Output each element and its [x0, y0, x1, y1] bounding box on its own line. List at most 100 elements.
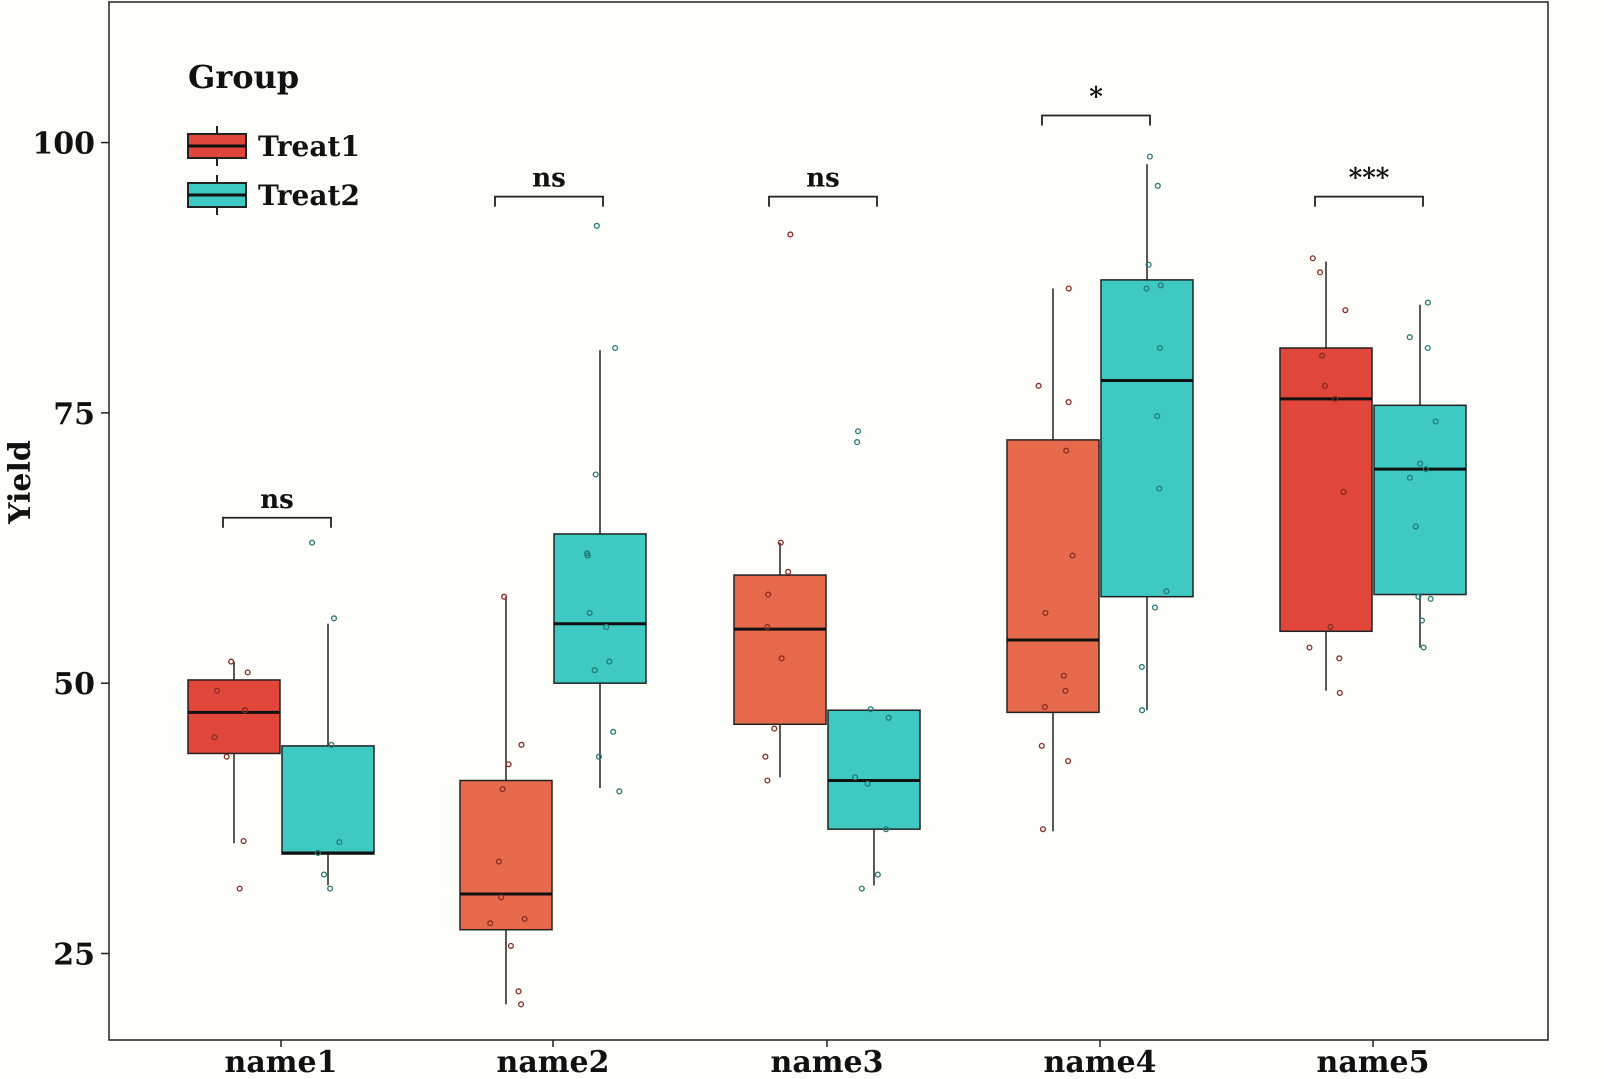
significance-bracket: [222, 516, 332, 528]
legend-title: Group: [188, 58, 299, 96]
data-point: [864, 780, 871, 787]
data-point: [1427, 595, 1434, 602]
data-point: [1156, 344, 1163, 352]
significance-label: ns: [532, 164, 566, 194]
data-point: [1039, 826, 1047, 833]
x-tick-label: name2: [497, 1045, 610, 1079]
data-point: [1412, 523, 1419, 530]
significance-name5: ***: [1314, 164, 1424, 207]
x-tick-label: name3: [771, 1045, 884, 1079]
data-point: [885, 714, 892, 721]
data-point: [858, 885, 865, 892]
data-point: [1406, 474, 1413, 481]
legend: Group Treat1 Treat2: [187, 58, 360, 215]
data-point: [1418, 617, 1426, 624]
data-point: [777, 539, 784, 546]
y-tick-label: 50: [53, 667, 95, 702]
data-point: [507, 942, 514, 949]
box-treat2-name5: [1373, 299, 1467, 651]
data-point: [240, 837, 247, 845]
data-point: [1146, 153, 1153, 160]
significance-label: ***: [1349, 164, 1390, 194]
x-tick-label: name4: [1044, 1045, 1157, 1079]
data-point: [1157, 282, 1164, 289]
data-point: [1332, 395, 1339, 402]
data-point: [586, 609, 593, 616]
data-point: [867, 706, 874, 713]
data-point: [330, 615, 338, 622]
data-point: [1145, 261, 1152, 268]
significance-name1: ns: [222, 485, 332, 528]
x-tick-label: name1: [225, 1045, 338, 1079]
data-point: [1069, 552, 1076, 559]
data-point: [498, 894, 505, 901]
data-point: [1306, 644, 1313, 651]
data-point: [228, 658, 235, 665]
box-body: [1373, 404, 1467, 596]
data-point: [214, 687, 221, 694]
data-point: [591, 667, 598, 674]
plot-frame: [108, 1, 1549, 1041]
data-point: [1038, 742, 1045, 749]
data-point: [612, 344, 619, 352]
data-point: [1424, 344, 1431, 352]
data-point: [593, 222, 600, 229]
data-point: [1062, 687, 1069, 694]
data-point: [854, 428, 862, 435]
box-treat1-name4: [1006, 285, 1100, 833]
box-body: [827, 709, 921, 830]
data-point: [1415, 593, 1422, 600]
box-body: [459, 779, 553, 931]
significance-label: ns: [806, 164, 840, 194]
box-treat2-name2: [553, 222, 647, 795]
data-point: [592, 471, 599, 478]
data-point: [487, 920, 494, 927]
data-point: [328, 741, 335, 748]
data-point: [211, 734, 218, 741]
data-point: [1042, 609, 1049, 616]
data-point: [603, 623, 610, 631]
y-tick-label: 75: [53, 397, 95, 432]
data-point: [314, 849, 321, 856]
data-point: [1063, 447, 1070, 454]
data-point: [1154, 182, 1161, 189]
data-point: [1321, 382, 1329, 389]
data-point: [521, 915, 528, 922]
data-point: [874, 871, 881, 878]
data-point: [785, 568, 792, 575]
data-point: [1041, 703, 1048, 711]
data-point: [518, 741, 525, 748]
data-point: [1432, 418, 1439, 425]
data-point: [1035, 382, 1042, 389]
significance-name2: ns: [494, 164, 604, 207]
y-tick-label: 100: [32, 127, 95, 162]
y-tick-label: 25: [53, 938, 95, 973]
data-point: [606, 658, 613, 665]
data-point: [778, 655, 785, 662]
data-point: [515, 988, 522, 995]
y-axis: 25 50 75 100: [32, 127, 109, 973]
data-point: [610, 728, 617, 735]
box-treat1-name1: [187, 658, 281, 892]
data-point: [1156, 485, 1163, 492]
box-treat2-name4: [1100, 153, 1194, 714]
legend-label: Treat1: [258, 130, 360, 163]
significance-label: *: [1089, 83, 1103, 113]
box-body: [1100, 279, 1194, 598]
data-point: [1327, 623, 1334, 631]
box-body: [281, 745, 375, 855]
data-point: [1139, 707, 1146, 714]
significance-bracket: [1041, 114, 1151, 126]
y-axis-title: Yield: [3, 440, 38, 525]
data-point: [223, 753, 230, 760]
data-point: [320, 871, 327, 878]
data-point: [595, 753, 602, 760]
significance-bracket: [768, 195, 878, 207]
box-body: [553, 533, 647, 684]
box-treat2-name3: [827, 428, 921, 892]
data-point: [236, 885, 243, 892]
box-body: [1006, 439, 1100, 714]
data-point: [501, 593, 508, 600]
